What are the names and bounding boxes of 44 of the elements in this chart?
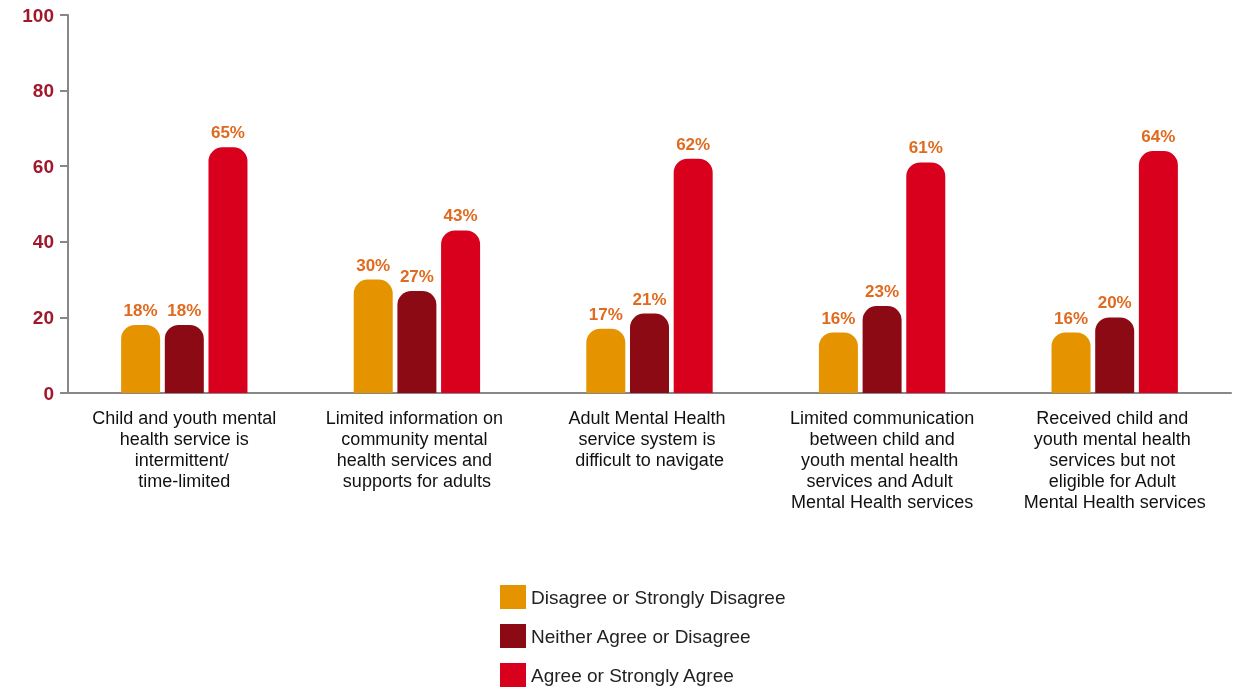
bar: [818, 332, 858, 393]
data-label: 20%: [1097, 293, 1132, 313]
x-tick-label: Adult Mental Health service system is difficult to navigate: [568, 407, 731, 470]
data-label: 27%: [399, 266, 434, 286]
data-label: 30%: [356, 255, 391, 275]
bar: [441, 230, 481, 393]
bar: [164, 324, 204, 393]
data-label: 23%: [865, 282, 900, 302]
data-label: 43%: [443, 206, 478, 226]
x-tick-label: Limited information on community mental health services and supports for adults: [325, 407, 508, 491]
bar: [586, 328, 626, 393]
bar: [673, 158, 713, 393]
legend-label: Agree or Strongly Agree: [531, 664, 734, 686]
y-tick-label: 100: [22, 4, 54, 26]
bar: [1138, 151, 1178, 393]
data-label: 21%: [632, 289, 667, 309]
data-label: 62%: [676, 134, 711, 154]
bar: [862, 306, 902, 393]
bar: [1051, 332, 1091, 393]
x-tick-label: Child and youth mental health service is intermittent/ time-limited: [92, 407, 277, 491]
data-label: 64%: [1141, 127, 1176, 147]
y-tick-label: 0: [43, 382, 54, 404]
bar: [208, 147, 248, 393]
data-label: 18%: [167, 300, 202, 320]
data-label: 61%: [908, 138, 943, 158]
y-tick-label: 80: [32, 80, 54, 102]
y-tick-label: 20: [32, 306, 54, 328]
data-label: 17%: [588, 304, 623, 324]
data-label: 65%: [210, 123, 245, 143]
y-tick-label: 40: [32, 231, 54, 253]
data-label: 18%: [123, 300, 158, 320]
x-tick-label: Limited communication between child and youth mental health services and Adult Mental Health services: [790, 407, 975, 512]
y-tick-label: 60: [32, 155, 54, 177]
x-tick-label: Received child and youth mental health services but not eligible for Adult Mental Health services: [1023, 407, 1206, 512]
bar: [906, 162, 946, 393]
data-label: 16%: [821, 308, 856, 328]
bar: [1095, 317, 1135, 393]
legend-label: Neither Agree or Disagree: [531, 625, 751, 647]
legend-label: Disagree or Strongly Disagree: [531, 586, 786, 608]
data-label: 16%: [1054, 308, 1089, 328]
bar: [630, 313, 669, 393]
bar: [353, 279, 393, 393]
bar: [121, 324, 161, 393]
bar: [397, 290, 437, 393]
